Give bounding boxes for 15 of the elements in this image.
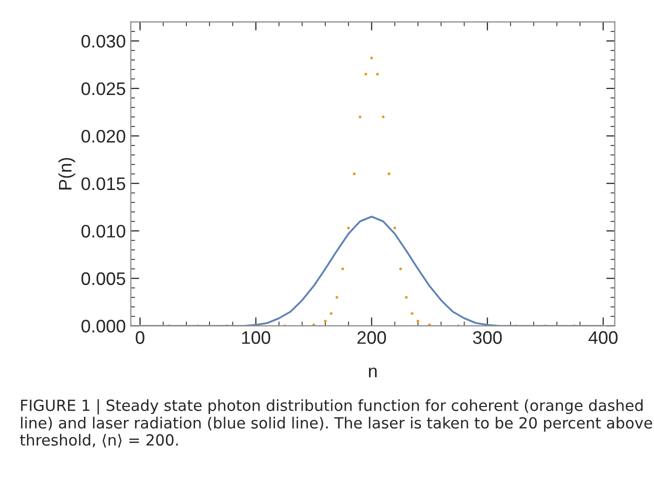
y-tick-label: 0.000 — [81, 320, 126, 333]
y-tick-label: 0.015 — [81, 177, 126, 190]
y-tick-label: 0.010 — [81, 224, 126, 238]
y-tick-label: 0.020 — [81, 130, 126, 143]
y-tick-label: 0.025 — [81, 82, 126, 96]
y-axis-title: P(n) — [58, 158, 76, 190]
y-tick-label: 0.030 — [81, 34, 126, 48]
x-tick-label: 400 — [588, 331, 618, 344]
x-tick-label: 200 — [357, 331, 386, 344]
x-axis-title: n — [368, 368, 377, 378]
caption: FIGURE 1 | Steady state photon distribution function for coherent (orange dashed line) and laser radiation (blue solid line). The laser is taken to be 20 percent above threshold, ⟨n⟩ = 200. — [20, 399, 652, 448]
x-tick-label: 300 — [473, 331, 502, 344]
x-tick-label: 0 — [136, 331, 144, 344]
x-tick-label: 100 — [242, 331, 270, 344]
y-tick-label: 0.005 — [81, 272, 126, 286]
